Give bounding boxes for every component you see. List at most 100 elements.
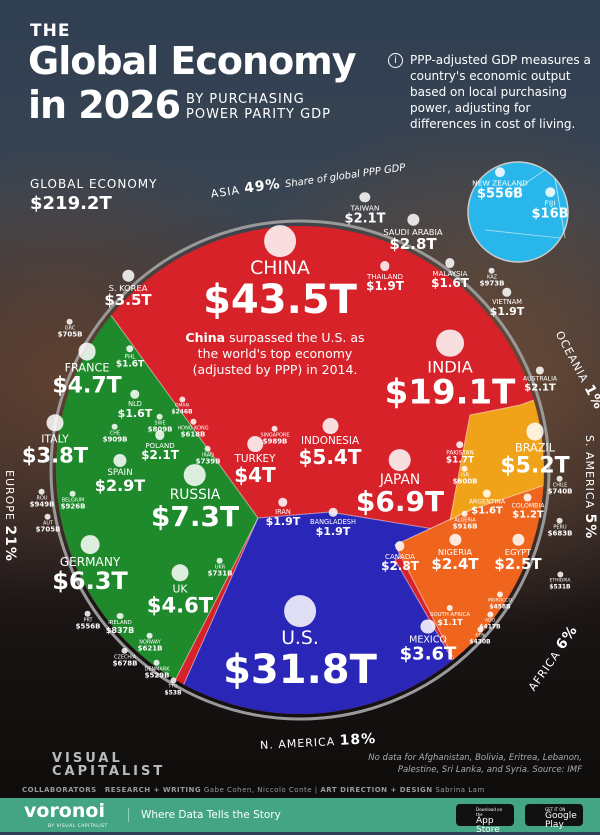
country-value: $6.9T bbox=[355, 485, 445, 519]
country-value: $705B bbox=[35, 525, 61, 534]
country-cell-aut: AUT $705B bbox=[35, 513, 61, 535]
country-cell-hong-kong: HONG KONG $618B bbox=[177, 418, 209, 440]
flag-icon bbox=[190, 418, 196, 425]
country-cell-egypt: EGYPT $2.5T bbox=[494, 533, 542, 572]
voronoi-logo[interactable]: voronoi bbox=[24, 800, 105, 822]
country-name: ITALY bbox=[41, 432, 69, 446]
country-value: $458B bbox=[489, 603, 511, 611]
country-cell-france: FRANCE $4.7T bbox=[52, 342, 122, 397]
country-value: $417B bbox=[479, 623, 501, 631]
country-value: $5.4T bbox=[298, 444, 362, 469]
flag-icon bbox=[477, 626, 483, 633]
collaborators-label: COLLABORATORS bbox=[22, 786, 97, 794]
flag-icon bbox=[169, 677, 176, 684]
country-name: KAZ bbox=[487, 274, 497, 281]
flag-icon bbox=[111, 423, 118, 430]
country-name: S. KOREA bbox=[108, 282, 148, 293]
flag-icon bbox=[155, 430, 165, 441]
flag-icon bbox=[420, 619, 436, 634]
country-value: $31.8T bbox=[223, 646, 377, 693]
country-value: $949B bbox=[29, 500, 55, 509]
flag-icon bbox=[264, 225, 296, 258]
country-value: $4T bbox=[234, 462, 276, 487]
country-cell-iran: IRAN $1.9T bbox=[266, 497, 300, 528]
country-value: $2.1T bbox=[141, 448, 179, 463]
flag-icon bbox=[130, 389, 140, 399]
flag-icon bbox=[272, 425, 278, 432]
country-cell-norway: NORWAY $621B bbox=[138, 632, 162, 654]
country-name: UKR bbox=[214, 564, 226, 571]
country-name: HONG KONG bbox=[177, 425, 209, 432]
region-name: S. AMERICA bbox=[583, 435, 596, 510]
flag-icon bbox=[246, 436, 263, 453]
subtitle: BY PURCHASING POWER PARITY GDP bbox=[186, 92, 331, 122]
country-name: NLD bbox=[128, 399, 142, 408]
country-cell-kaz: KAZ $973B bbox=[480, 267, 504, 289]
country-value: $1.9T bbox=[489, 304, 525, 318]
country-cell-czechia: CZECHIA $678B bbox=[113, 647, 137, 669]
country-value: $2.1T bbox=[344, 211, 386, 227]
country-cell-new-zealand: NEW ZEALAND $556B bbox=[472, 166, 528, 202]
country-value: $531B bbox=[549, 583, 571, 591]
flag-icon bbox=[446, 604, 454, 611]
country-value: $837B bbox=[105, 625, 135, 635]
inset-divider bbox=[554, 177, 566, 239]
flag-icon bbox=[395, 541, 405, 552]
country-cell-japan: JAPAN $6.9T bbox=[355, 448, 445, 519]
google-play-button[interactable]: GET IT ON Google Play bbox=[525, 804, 583, 830]
country-cell-turkey: TURKEY $4T bbox=[234, 436, 276, 487]
country-cell-che: CHE $909B bbox=[103, 423, 127, 445]
country-name: MOROCCO bbox=[487, 598, 513, 604]
country-value: $43.5T bbox=[203, 276, 357, 323]
flag-icon bbox=[496, 591, 503, 598]
country-value: $16B bbox=[531, 206, 569, 222]
country-name: GRC bbox=[64, 325, 76, 332]
country-cell-bangladesh: BANGLADESH $1.9T bbox=[310, 507, 356, 538]
country-value: $529B bbox=[144, 671, 170, 680]
country-name: PRT bbox=[83, 617, 93, 624]
flag-icon bbox=[557, 571, 563, 578]
country-name: IRAN bbox=[275, 507, 291, 516]
country-name: SWE bbox=[154, 420, 166, 427]
country-cell-thailand: THAILAND $1.9T bbox=[366, 261, 404, 293]
country-value: $1.6T bbox=[431, 276, 469, 291]
flag-icon bbox=[526, 422, 544, 441]
country-value: $683B bbox=[547, 529, 573, 538]
country-cell-algeria: ALGERIA $916B bbox=[453, 510, 477, 532]
country-name: ETHIOPIA bbox=[549, 578, 571, 584]
country-name: ISR bbox=[460, 472, 470, 479]
country-value: $19.1T bbox=[384, 372, 516, 413]
country-cell-chile: CHILE $740B bbox=[547, 475, 573, 497]
country-value: $989B bbox=[262, 437, 288, 446]
flag-icon bbox=[171, 564, 189, 582]
country-name: ROU bbox=[36, 495, 48, 502]
country-name: PAKISTAN bbox=[446, 450, 474, 457]
country-value: $1.6T bbox=[471, 505, 503, 516]
country-cell-oman: OMAN $246B bbox=[171, 396, 193, 415]
flag-icon bbox=[183, 463, 207, 487]
country-name: BELGIUM bbox=[61, 497, 85, 504]
country-value: $556B bbox=[476, 186, 524, 202]
inset-divider bbox=[484, 169, 561, 239]
app-store-button[interactable]: Download on the App Store bbox=[456, 804, 514, 835]
country-value: $809B bbox=[147, 425, 173, 434]
flag-icon bbox=[113, 454, 127, 468]
country-name: THAILAND bbox=[366, 272, 404, 282]
flag-icon bbox=[278, 497, 288, 507]
country-name: SPAIN bbox=[107, 468, 133, 479]
country-name: EGYPT bbox=[504, 546, 532, 557]
country-name: SAUDI ARABIA bbox=[383, 226, 443, 237]
flag-icon bbox=[483, 489, 491, 498]
flag-icon bbox=[84, 610, 91, 617]
country-name: AGO bbox=[484, 618, 496, 624]
flag-icon bbox=[44, 513, 51, 520]
country-value: $740B bbox=[547, 487, 573, 496]
country-name: CHE bbox=[109, 430, 121, 437]
china-note-text: surpassed the U.S. as the world's top ec… bbox=[192, 330, 365, 377]
country-name: FRANCE bbox=[64, 361, 110, 375]
country-value: $2.8T bbox=[389, 234, 437, 253]
flag-icon bbox=[116, 612, 124, 619]
country-cell-prt: PRT $556B bbox=[76, 610, 100, 632]
country-value: $430B bbox=[469, 638, 491, 646]
country-cell-u-s-: U.S. $31.8T bbox=[223, 595, 377, 693]
